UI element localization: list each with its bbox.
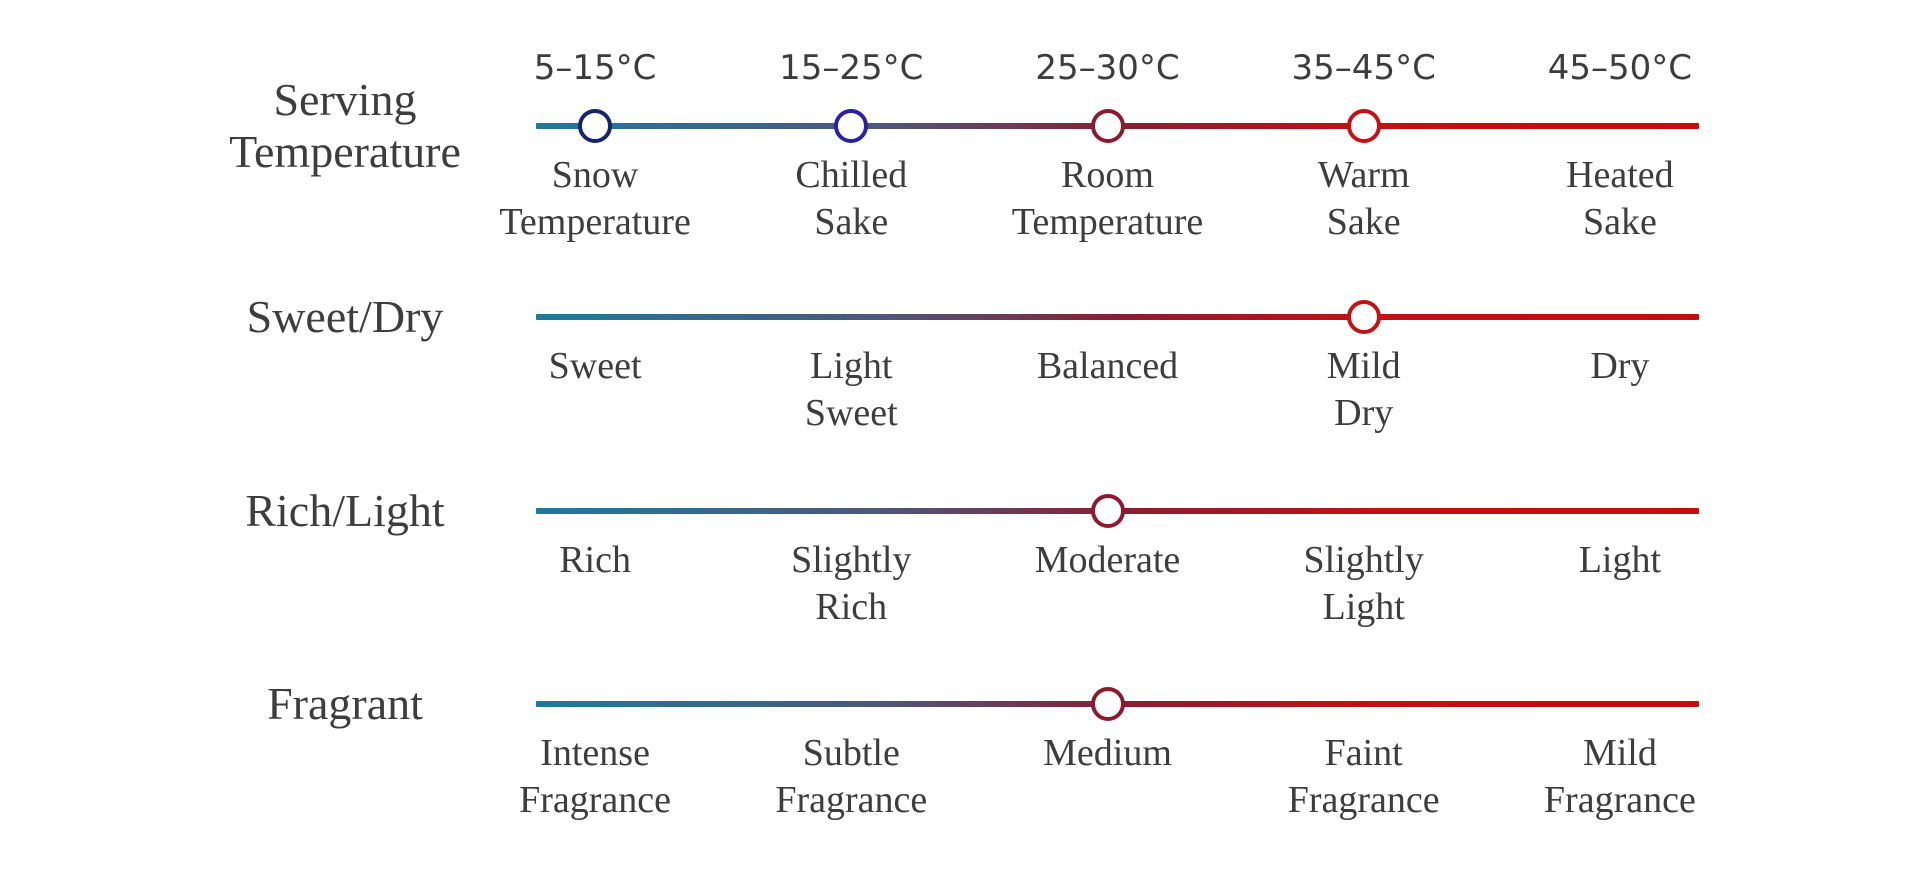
scale-option-label: Warm Sake: [1317, 154, 1410, 243]
temp-range-label: 15–25°C: [779, 48, 924, 88]
scale-option-label: Chilled Sake: [795, 154, 908, 243]
scale-option-label: Subtle Fragrance: [775, 732, 928, 821]
scale-marker-snow-temperature: [578, 109, 613, 143]
scale-option-label: Room Temperature: [1011, 154, 1204, 243]
scale-option-label: Sweet: [548, 345, 642, 387]
gradient-scale-line: [536, 314, 1699, 320]
row-label-fragrant: Fragrant: [267, 678, 423, 729]
temp-range-label: 5–15°C: [533, 48, 657, 88]
scale-option-label: Light: [1578, 539, 1662, 581]
scale-option-label: Faint Fragrance: [1287, 732, 1440, 821]
scale-option-label: Heated Sake: [1566, 154, 1674, 243]
row-label-sweet-dry: Sweet/Dry: [246, 291, 444, 342]
scale-option-label: Snow Temperature: [499, 154, 691, 243]
row-label-rich-light: Rich/Light: [245, 485, 445, 536]
scale-marker-moderate: [1090, 494, 1125, 528]
temp-range-label: 35–45°C: [1291, 48, 1436, 88]
scale-option-label: Mild Dry: [1326, 345, 1401, 434]
scale-option-label: Slightly Light: [1303, 539, 1424, 628]
scale-marker-mild-dry: [1346, 300, 1381, 334]
scale-marker-medium: [1090, 687, 1125, 721]
temp-range-label: 25–30°C: [1035, 48, 1180, 88]
scale-marker-warm-sake: [1346, 109, 1381, 143]
scale-option-label: Dry: [1590, 345, 1650, 387]
scale-marker-chilled-sake: [834, 109, 869, 143]
temp-range-label: 45–50°C: [1547, 48, 1693, 88]
scale-option-label: Slightly Rich: [791, 539, 912, 628]
scale-option-label: Light Sweet: [804, 345, 898, 434]
row-label-serving-temperature: Serving Temperature: [229, 74, 461, 177]
scale-option-label: Mild Fragrance: [1543, 732, 1696, 821]
scale-marker-room-temperature: [1090, 109, 1125, 143]
scale-option-label: Intense Fragrance: [519, 732, 672, 821]
scale-option-label: Moderate: [1034, 539, 1181, 581]
scale-option-label: Rich: [559, 539, 631, 581]
scale-option-label: Medium: [1043, 732, 1172, 774]
scale-option-label: Balanced: [1036, 345, 1179, 387]
